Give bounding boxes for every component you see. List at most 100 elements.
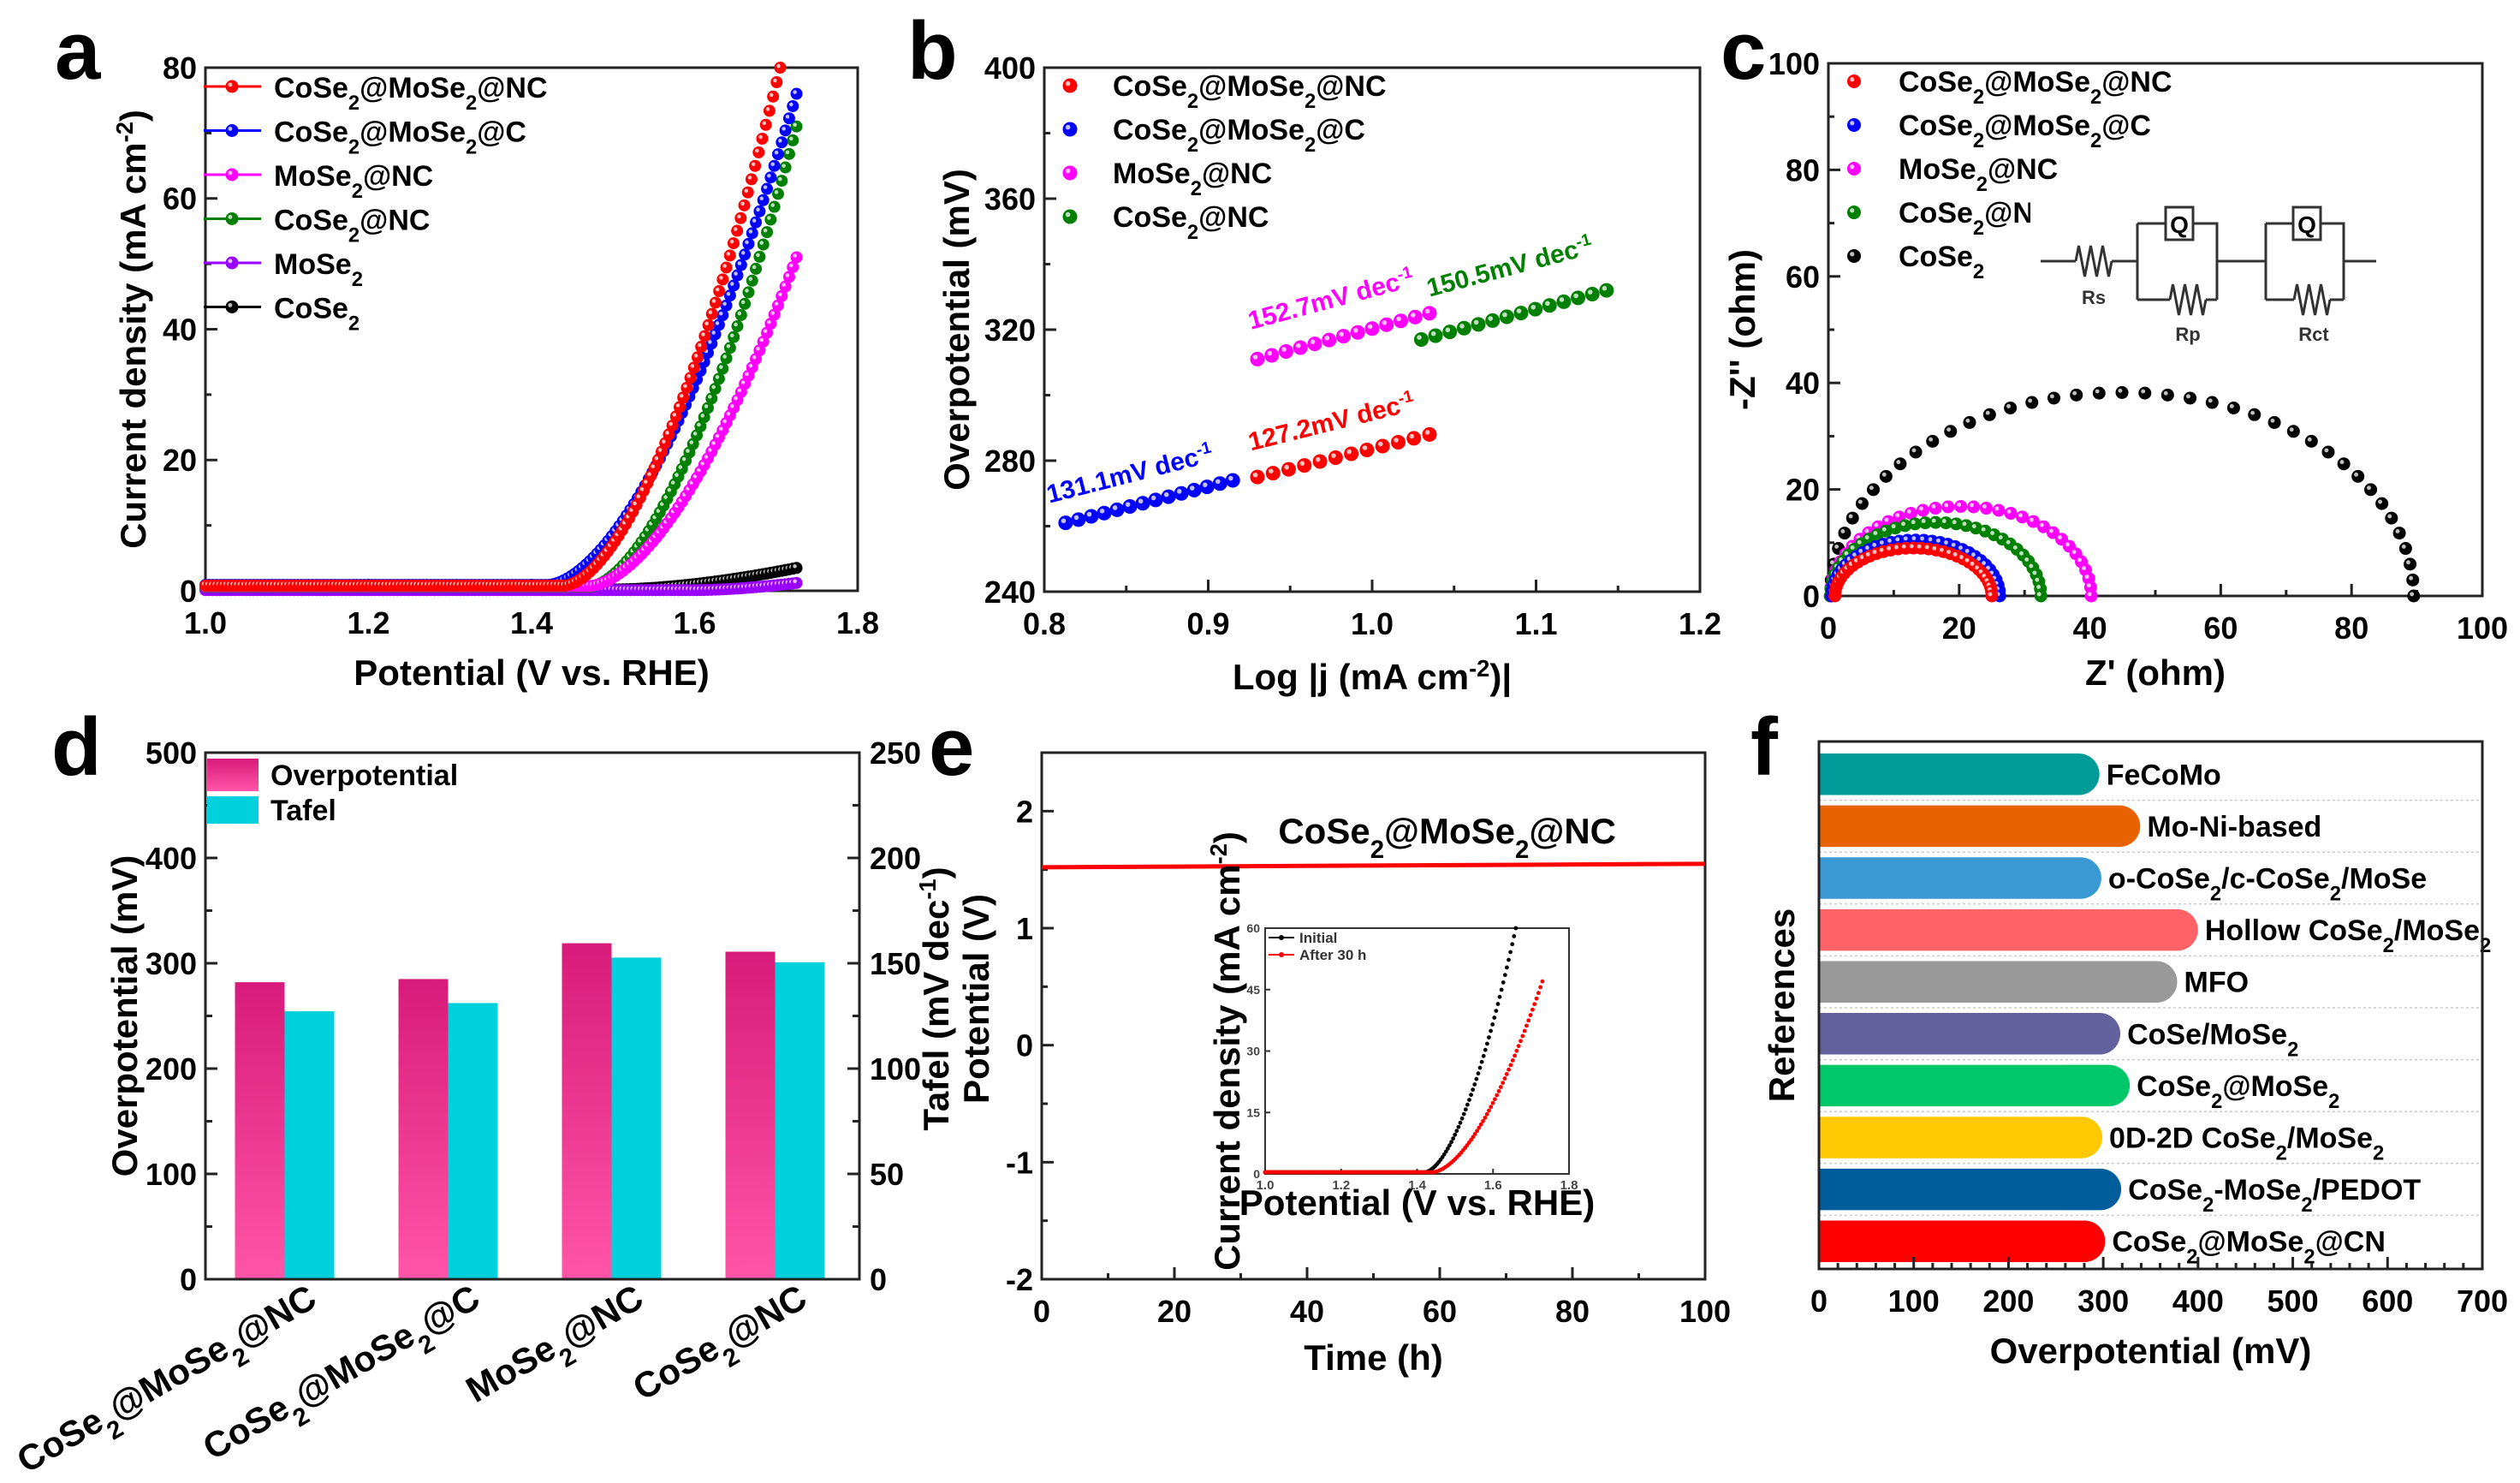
data-point-highlight bbox=[1944, 503, 1949, 508]
data-point-highlight bbox=[770, 311, 775, 315]
data-point-highlight bbox=[1417, 335, 1422, 340]
bar-tafel bbox=[448, 1003, 498, 1279]
data-point bbox=[1084, 509, 1099, 524]
data-point-highlight bbox=[711, 299, 716, 303]
legend-marker bbox=[1062, 165, 1078, 181]
panel-d: CoSe2@MoSe2@NCCoSe2@MoSe2@CMoSe2@NCCoSe2… bbox=[10, 736, 956, 1480]
data-point-highlight bbox=[774, 150, 779, 155]
data-point bbox=[1489, 1028, 1493, 1033]
plot-frame bbox=[1817, 740, 2484, 1271]
data-point bbox=[1161, 489, 1176, 504]
legend-label: MoSe2@NC bbox=[1899, 153, 2058, 196]
data-point bbox=[1472, 1131, 1477, 1136]
x-tick-label: 1.8 bbox=[836, 605, 879, 640]
bar-label: CoSe2@MoSe2@CN bbox=[2112, 1226, 2386, 1269]
data-point-highlight bbox=[767, 216, 771, 220]
data-point-highlight bbox=[747, 176, 752, 180]
x-tick-label: 0.8 bbox=[1023, 606, 1066, 641]
data-point-highlight bbox=[722, 301, 727, 307]
data-point-highlight bbox=[2163, 390, 2168, 396]
data-point bbox=[1212, 476, 1227, 491]
data-point bbox=[749, 159, 762, 172]
data-point bbox=[756, 132, 769, 145]
data-point bbox=[1458, 1120, 1463, 1125]
data-point bbox=[734, 211, 747, 224]
data-point-highlight bbox=[726, 411, 731, 416]
data-point-highlight bbox=[2186, 394, 2190, 399]
x-tick-label: 1.0 bbox=[1351, 606, 1394, 641]
data-point bbox=[1490, 1021, 1495, 1027]
inset-legend-marker bbox=[1279, 952, 1284, 957]
bar-overpotential bbox=[562, 943, 612, 1279]
data-point-highlight bbox=[748, 229, 753, 234]
data-point bbox=[1428, 328, 1443, 343]
data-point bbox=[1501, 1081, 1506, 1085]
data-point-highlight bbox=[1918, 506, 1923, 511]
data-point-highlight bbox=[1573, 293, 1578, 299]
data-point bbox=[1556, 294, 1572, 309]
data-point-highlight bbox=[751, 162, 756, 167]
y-tick-label: 100 bbox=[146, 1157, 197, 1192]
data-point-highlight bbox=[1965, 418, 1970, 423]
data-point bbox=[1459, 1116, 1465, 1121]
data-point-highlight bbox=[715, 287, 720, 292]
data-point-highlight bbox=[1896, 460, 1901, 465]
legend-label: CoSe2@NC bbox=[1113, 201, 1269, 244]
data-point-highlight bbox=[1252, 354, 1258, 360]
data-point-highlight bbox=[2006, 509, 2012, 514]
data-point-highlight bbox=[785, 150, 790, 155]
data-point-highlight bbox=[1970, 561, 1975, 566]
y-tick-label: 360 bbox=[984, 182, 1036, 217]
x-axis-title: Log |j (mA cm-2)| bbox=[1233, 655, 1512, 699]
data-point bbox=[739, 248, 752, 261]
data-point bbox=[1954, 500, 1968, 514]
data-point-highlight bbox=[665, 431, 669, 435]
data-point bbox=[1250, 351, 1265, 366]
data-point-highlight bbox=[1962, 521, 1967, 527]
data-point bbox=[684, 372, 697, 384]
data-point bbox=[1394, 313, 1409, 329]
data-point-highlight bbox=[228, 302, 233, 307]
y-tick-label: 80 bbox=[163, 51, 197, 86]
data-point-highlight bbox=[782, 127, 786, 131]
data-point bbox=[1534, 996, 1539, 1001]
legend-label: CoSe2@MoSe2@NC bbox=[1113, 70, 1387, 113]
data-point-highlight bbox=[755, 148, 759, 153]
data-point-highlight bbox=[1901, 544, 1906, 549]
series-annotation: CoSe2@MoSe2@NC bbox=[1278, 811, 1616, 864]
data-point-highlight bbox=[752, 355, 757, 360]
data-point bbox=[1495, 1093, 1500, 1098]
data-point-highlight bbox=[2032, 570, 2037, 575]
data-point bbox=[1502, 1076, 1507, 1081]
data-point-highlight bbox=[740, 300, 746, 305]
inset-x-tick-label: 1.2 bbox=[1332, 1178, 1350, 1193]
legend-marker bbox=[225, 212, 239, 225]
data-point-highlight bbox=[789, 136, 793, 141]
data-point bbox=[1447, 1143, 1452, 1148]
data-point-highlight bbox=[789, 263, 793, 268]
bar-CoSe2@MoSe2@CN bbox=[1819, 1220, 2106, 1262]
data-point bbox=[1407, 309, 1423, 325]
data-point-highlight bbox=[2036, 592, 2042, 597]
data-point bbox=[1944, 425, 1958, 438]
legend-label: CoSe2@MoSe2@NC bbox=[1899, 66, 2172, 109]
data-point-highlight bbox=[1920, 536, 1924, 541]
x-tick-label: 80 bbox=[2334, 610, 2368, 646]
y-tick-label: 500 bbox=[146, 736, 197, 771]
data-point-highlight bbox=[697, 342, 702, 348]
data-point bbox=[1510, 1058, 1515, 1063]
data-point-highlight bbox=[2354, 472, 2359, 477]
data-point bbox=[2160, 388, 2174, 402]
data-point-highlight bbox=[1946, 550, 1951, 554]
bar-Mo-Ni-based bbox=[1819, 805, 2141, 848]
data-point-highlight bbox=[1887, 538, 1892, 543]
data-point bbox=[1422, 426, 1437, 442]
data-point bbox=[1379, 317, 1394, 332]
data-point bbox=[2385, 511, 2398, 525]
data-point-highlight bbox=[661, 439, 666, 444]
data-point bbox=[1485, 313, 1501, 328]
data-point-highlight bbox=[1502, 312, 1507, 318]
data-point bbox=[2205, 396, 2219, 409]
data-point bbox=[1519, 1039, 1523, 1044]
data-point-highlight bbox=[762, 121, 767, 126]
